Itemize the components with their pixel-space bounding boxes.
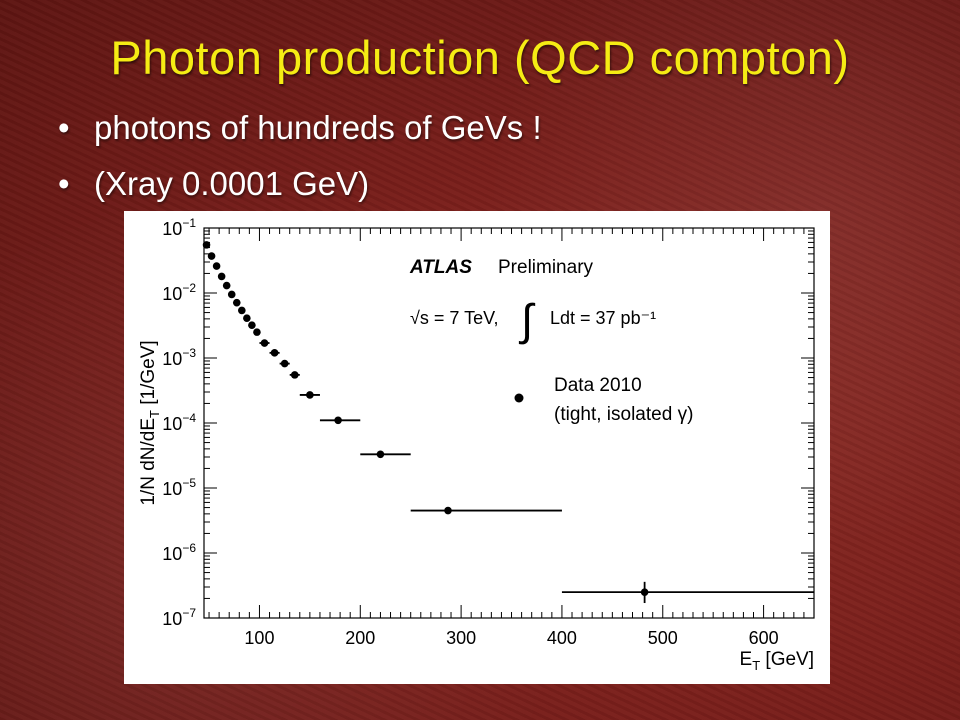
y-axis-label: 1/N dN/dET [1/GeV] — [138, 340, 162, 505]
data-point — [217, 272, 226, 281]
data-point — [640, 588, 649, 596]
legend-label: Data 2010 — [554, 375, 642, 396]
x-tick-label: 200 — [345, 628, 375, 648]
data-point — [248, 321, 256, 329]
bullet-text: photons of hundreds of GeVs ! — [94, 109, 542, 146]
y-tick-label: 10−4 — [162, 411, 196, 434]
x-axis-label: ET [GeV] — [740, 649, 815, 673]
x-tick-label: 100 — [244, 628, 274, 648]
preliminary-label: Preliminary — [498, 257, 594, 278]
bullet-dot-icon: • — [58, 165, 70, 202]
data-point — [270, 349, 279, 357]
data-point — [243, 314, 251, 322]
data-point — [238, 306, 246, 315]
data-point — [376, 450, 385, 459]
integral-icon: ∫ — [518, 296, 536, 345]
data-point — [202, 241, 211, 249]
luminosity-label: Ldt = 37 pb⁻¹ — [550, 308, 656, 328]
data-point — [260, 339, 269, 347]
data-point — [227, 290, 236, 299]
data-point — [212, 262, 221, 270]
y-tick-labels: 10−1 10−2 10−3 10−4 10−5 10−6 10−7 — [162, 216, 196, 629]
bullet-list: • photons of hundreds of GeVs ! • (Xray 0.… — [58, 102, 542, 214]
y-tick-label: 10−2 — [162, 281, 196, 304]
data-point — [222, 281, 231, 290]
plot-panel: 100 200 300 400 500 600 10−1 10−2 10−3 10−4 10−5 1… — [124, 211, 830, 684]
y-tick-label: 10−6 — [162, 541, 196, 564]
data-point — [306, 391, 314, 399]
axis-ticks — [204, 227, 815, 619]
data-point — [207, 252, 216, 260]
bullet-item: • photons of hundreds of GeVs ! — [58, 102, 542, 158]
y-tick-label: 10−5 — [162, 476, 196, 499]
legend-detail: (tight, isolated γ) — [554, 404, 693, 425]
legend-marker — [514, 393, 524, 403]
x-tick-label: 300 — [446, 628, 476, 648]
y-tick-label: 10−3 — [162, 346, 196, 369]
data-points — [202, 241, 814, 604]
data-point — [334, 416, 342, 425]
data-point — [290, 371, 299, 379]
x-tick-label: 500 — [648, 628, 678, 648]
data-point — [232, 298, 241, 307]
atlas-label: ATLAS — [409, 257, 472, 278]
x-tick-labels: 100 200 300 400 500 600 — [244, 628, 778, 648]
data-point — [444, 506, 452, 515]
x-tick-label: 600 — [749, 628, 779, 648]
slide-title: Photon production (QCD compton) — [110, 31, 850, 84]
bullet-item: • (Xray 0.0001 GeV) — [58, 158, 542, 214]
y-tick-label: 10−7 — [162, 606, 196, 629]
x-tick-label: 400 — [547, 628, 577, 648]
energy-label: √s = 7 TeV, — [410, 308, 498, 328]
spectrum-chart: 100 200 300 400 500 600 10−110−210−310−410−51… — [138, 216, 815, 673]
data-point — [280, 359, 289, 368]
y-tick-label: 10−1 — [162, 216, 196, 239]
bullet-dot-icon: • — [58, 109, 70, 146]
plot-frame — [203, 227, 815, 619]
bullet-text: (Xray 0.0001 GeV) — [94, 165, 370, 202]
data-point — [253, 328, 261, 336]
